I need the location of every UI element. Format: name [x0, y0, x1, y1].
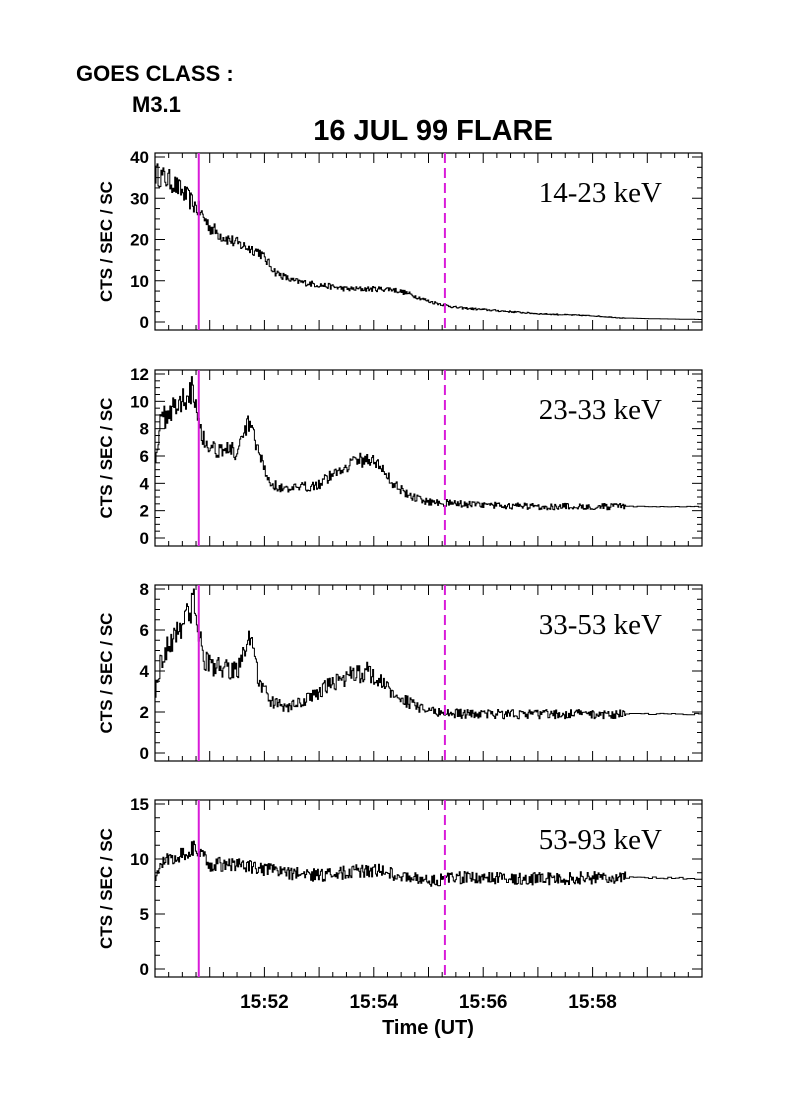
- y-tick-label: 4: [140, 662, 150, 681]
- energy-band-label: 14-23 keV: [539, 177, 662, 209]
- y-tick-label: 0: [140, 313, 149, 332]
- y-tick-label: 10: [130, 272, 149, 291]
- y-tick-label: 40: [130, 148, 149, 167]
- y-tick-label: 20: [130, 231, 149, 250]
- count-rate-trace: [155, 163, 702, 320]
- y-tick-label: 2: [140, 703, 149, 722]
- y-tick-label: 5: [140, 905, 149, 924]
- y-tick-label: 15: [130, 795, 149, 814]
- y-tick-label: 6: [140, 621, 149, 640]
- energy-band-label: 33-53 keV: [539, 609, 662, 641]
- energy-band-label: 23-33 keV: [539, 394, 662, 426]
- y-axis-label: CTS / SEC / SC: [97, 613, 116, 734]
- y-axis-label: CTS / SEC / SC: [97, 181, 116, 302]
- y-tick-label: 0: [140, 529, 149, 548]
- x-axis-label: Time (UT): [382, 1017, 474, 1039]
- count-rate-trace: [155, 376, 702, 511]
- y-tick-label: 8: [140, 420, 149, 439]
- y-tick-label: 6: [140, 447, 149, 466]
- panel-3: 0 2 4 6 8 CTS / SEC / SC 33-53 keV: [97, 580, 703, 763]
- count-rate-trace: [155, 840, 702, 887]
- y-tick-label: 30: [130, 189, 149, 208]
- y-tick-label: 0: [140, 960, 149, 979]
- energy-band-label: 53-93 keV: [539, 824, 662, 856]
- figure-title: 16 JUL 99 FLARE: [313, 115, 553, 147]
- y-tick-label: 10: [130, 850, 149, 869]
- y-tick-label: 0: [140, 744, 149, 763]
- panel-2: 0 2 4 6 8 10 12 CTS / SEC / SC 23-33 keV: [97, 365, 703, 548]
- y-tick-label: 12: [130, 365, 149, 384]
- panel-4: 0 5 10 15 CTS / SEC / SC 53-93 keV: [97, 795, 703, 979]
- y-tick-label: 2: [140, 502, 149, 521]
- y-axis-label: CTS / SEC / SC: [97, 398, 116, 519]
- panel-1: 0 10 20 30 40 CTS / SEC / SC 14-23 keV: [97, 148, 703, 332]
- x-tick-label: 15:52: [240, 992, 289, 1013]
- x-tick-labels: 15:52 15:54 15:56 15:58: [240, 992, 617, 1013]
- x-tick-label: 15:54: [349, 992, 398, 1013]
- x-tick-label: 15:58: [568, 992, 617, 1013]
- y-tick-label: 8: [140, 580, 149, 599]
- y-axis-label: CTS / SEC / SC: [97, 828, 116, 949]
- count-rate-trace: [155, 588, 702, 720]
- y-tick-label: 4: [140, 474, 150, 493]
- goes-class-label: GOES CLASS :: [76, 61, 234, 86]
- goes-class-value: M3.1: [132, 92, 181, 117]
- x-tick-label: 15:56: [459, 992, 508, 1013]
- y-tick-label: 10: [130, 392, 149, 411]
